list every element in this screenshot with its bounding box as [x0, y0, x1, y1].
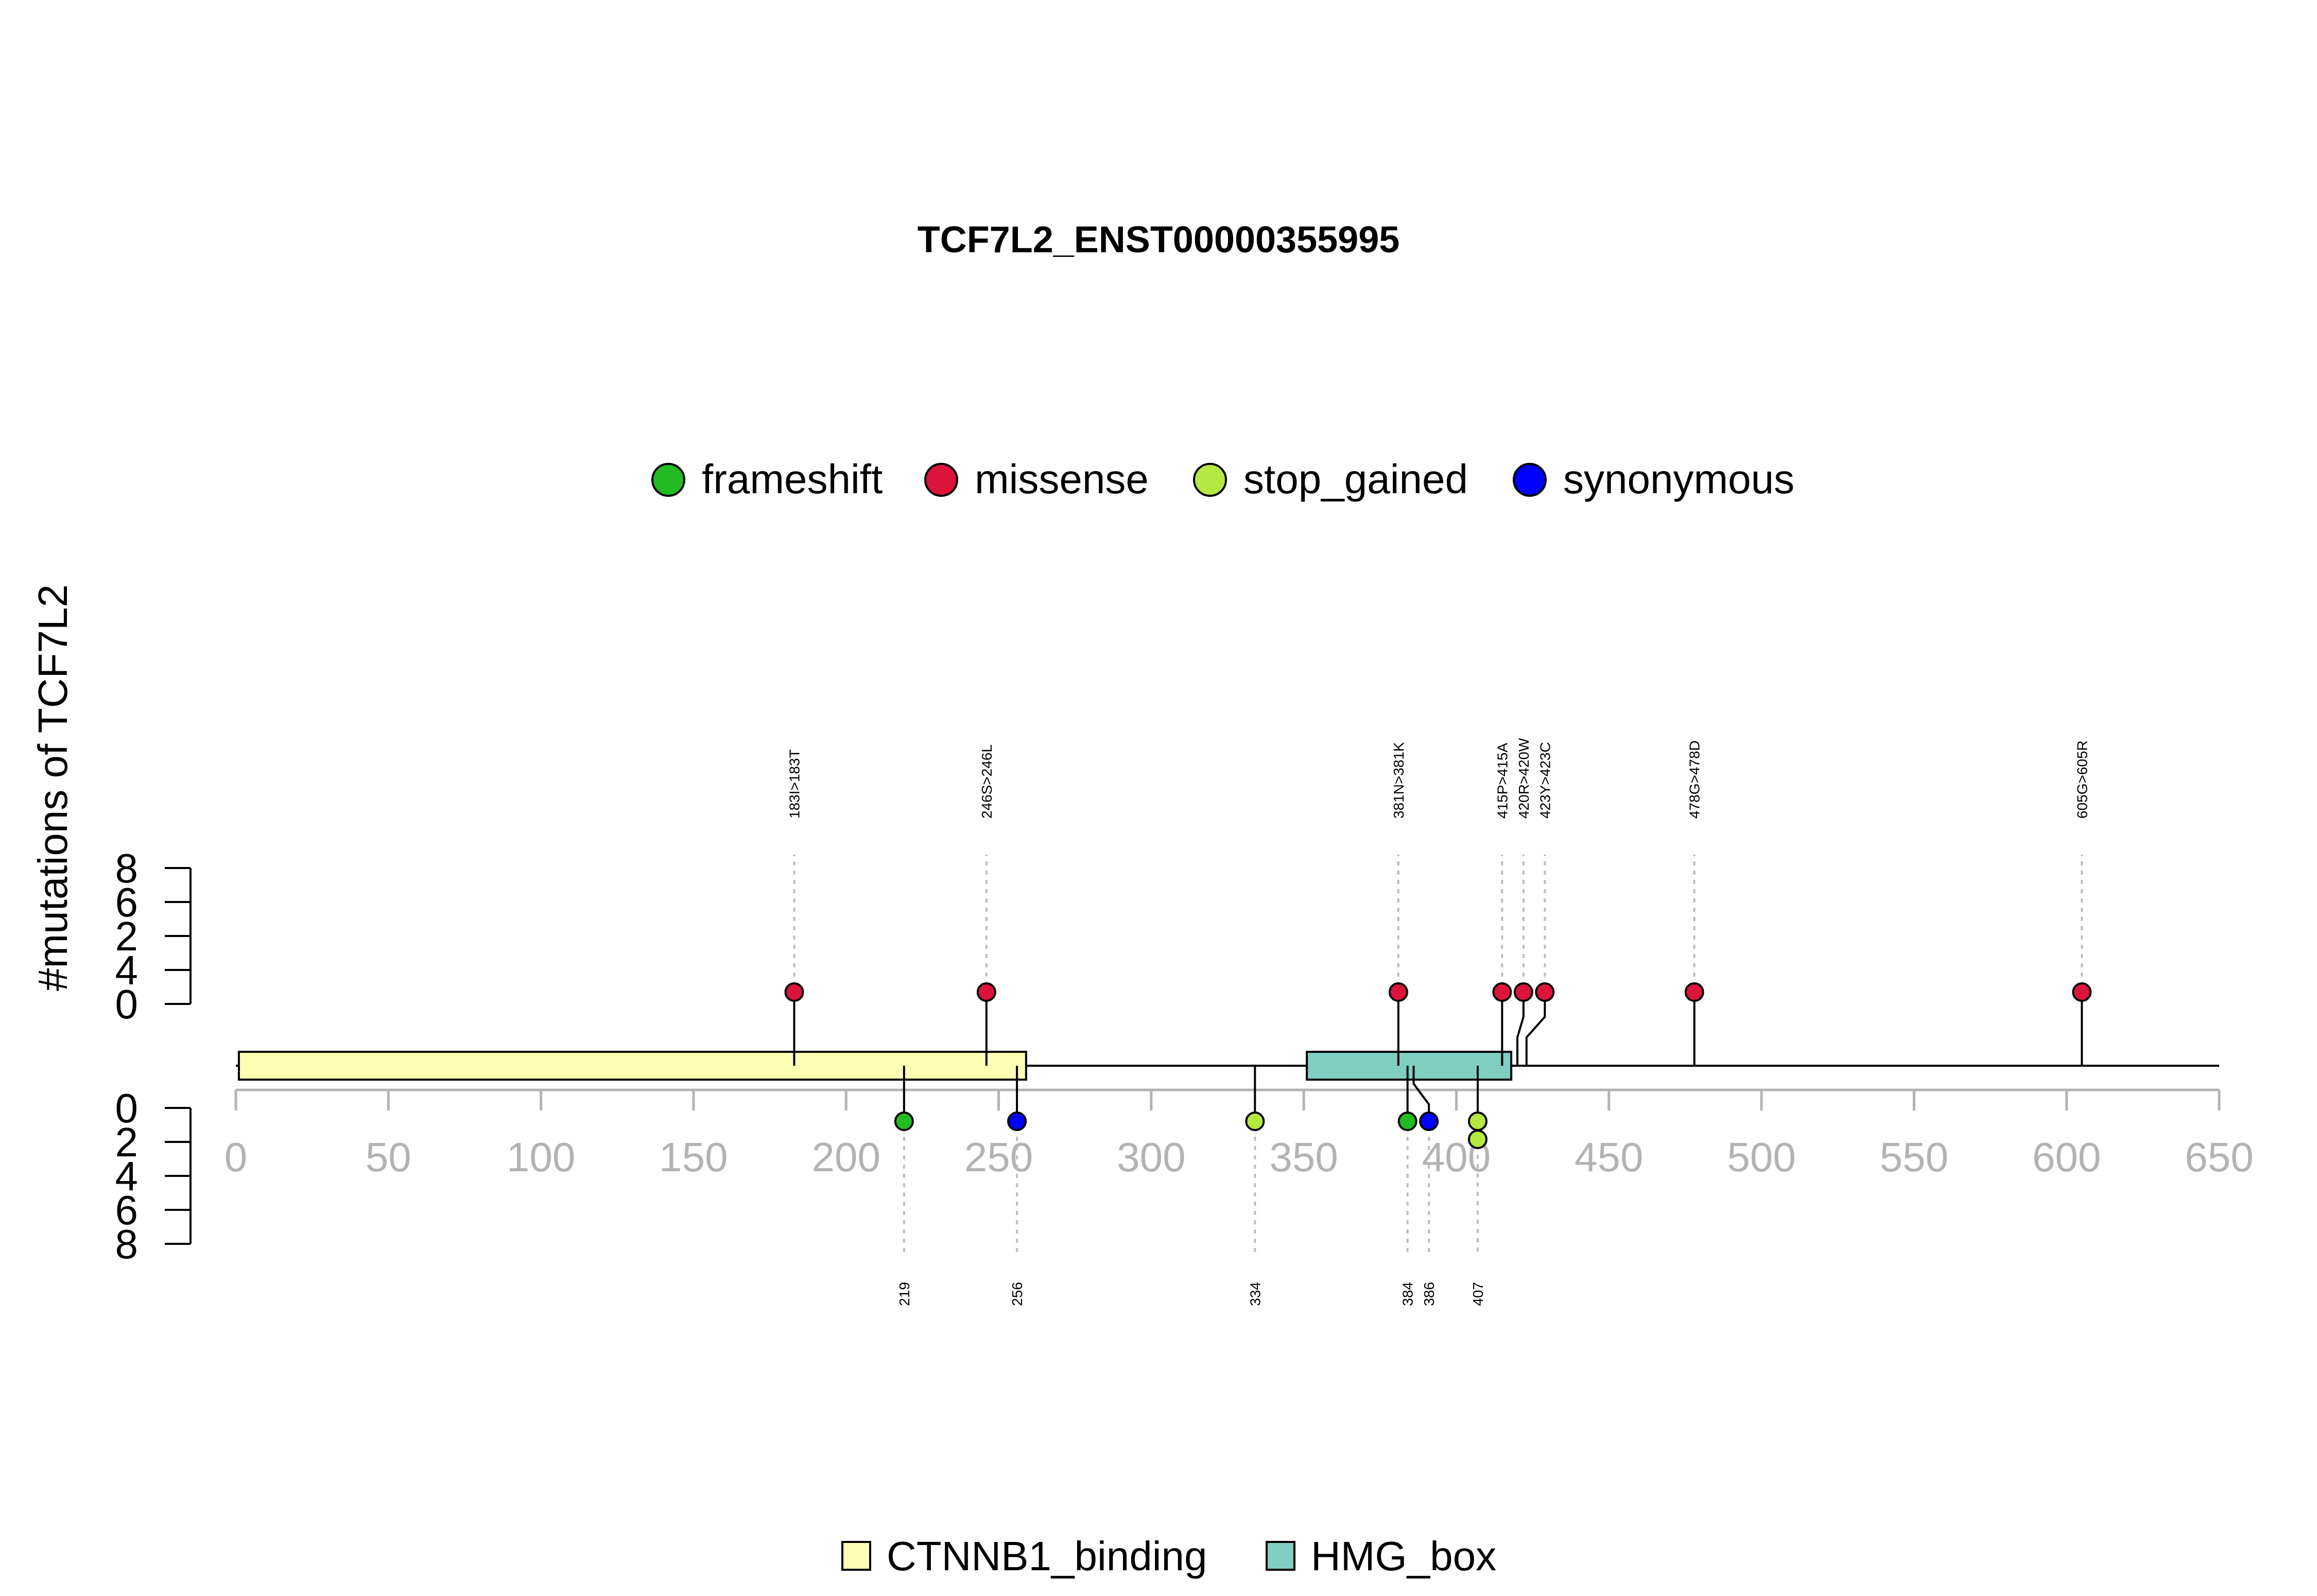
legend-label-missense: missense — [975, 456, 1149, 502]
legend-label-stop_gained: stop_gained — [1243, 456, 1468, 502]
upper-y-tick-label: 2 — [115, 913, 139, 959]
mutation-point-synonymous — [1007, 1112, 1027, 1131]
mutation-position-label: 386 — [1421, 1282, 1437, 1306]
mutation-point-missense — [1388, 982, 1408, 1002]
lower-y-tick-label: 4 — [115, 1153, 139, 1199]
x-tick-label: 600 — [2032, 1134, 2101, 1180]
legend-marker-synonymous — [1513, 463, 1547, 497]
chart-title: TCF7L2_ENST00000355995 — [918, 219, 1400, 261]
upper-y-tick-label: 8 — [115, 845, 139, 891]
x-axis: 0 50 100 150 200 250 300 350 400 450 500 550 600 650 — [224, 1088, 2254, 1180]
domain-legend-label-CTNNB1_binding: CTNNB1_binding — [887, 1533, 1207, 1579]
x-tick-label: 250 — [964, 1134, 1033, 1180]
domain-legend: CTNNB1_binding HMG_box — [841, 1533, 1496, 1579]
x-tick-label: 300 — [1117, 1134, 1185, 1180]
x-tick-label: 450 — [1575, 1134, 1643, 1180]
domain-CTNNB1_binding — [237, 1051, 1027, 1081]
lower-y-tick-label: 2 — [115, 1119, 139, 1165]
mutation-point-missense — [1492, 982, 1512, 1002]
x-tick-label: 200 — [811, 1134, 880, 1180]
mutation-label: 478G>478D — [1687, 740, 1703, 819]
legend-marker-missense — [924, 463, 958, 497]
mutation-label: 423Y>423C — [1537, 742, 1553, 819]
x-tick-label: 50 — [366, 1134, 411, 1180]
legend-label-synonymous: synonymous — [1563, 456, 1794, 502]
upper-y-tick-label: 0 — [115, 981, 139, 1027]
mutation-stem — [1516, 992, 1525, 1066]
mutation-points — [784, 982, 2092, 1149]
upper-y-tick-label: 6 — [115, 879, 139, 925]
mutation-point-frameshift — [894, 1112, 914, 1131]
mutation-label: 381N>381K — [1391, 742, 1407, 819]
mutation-point-missense — [1684, 982, 1704, 1002]
mutation-type-legend: frameshift missense stop_gained synonymous — [651, 456, 1794, 502]
x-tick-label: 100 — [507, 1134, 575, 1180]
mutation-point-frameshift — [1397, 1112, 1417, 1131]
mutation-point-missense — [1513, 982, 1533, 1002]
domain-legend-label-HMG_box: HMG_box — [1311, 1533, 1496, 1579]
lower-y-tick-label: 8 — [115, 1221, 139, 1267]
mutation-point-stop_gained — [1467, 1112, 1488, 1131]
mutation-label: 420R>420W — [1516, 738, 1532, 819]
mutation-point-stop_gained — [1467, 1130, 1488, 1149]
mutation-label: 605G>605R — [2074, 740, 2090, 819]
mutation-point-synonymous — [1419, 1112, 1439, 1131]
mutation-label: 415P>415A — [1494, 743, 1510, 819]
mutation-point-missense — [2072, 982, 2092, 1002]
lower-y-tick-label: 6 — [115, 1187, 139, 1233]
lower-y-tick-label: 0 — [115, 1085, 139, 1131]
mutation-position-label: 219 — [896, 1282, 912, 1306]
legend-marker-stop_gained — [1193, 463, 1227, 497]
mutation-labels: 183I>183T 246S>246L 381N>381K 415P>415A 420R… — [786, 738, 2090, 1306]
x-tick-label: 550 — [1880, 1134, 1948, 1180]
x-tick-label: 0 — [224, 1134, 248, 1180]
x-tick-label: 150 — [659, 1134, 728, 1180]
mutation-label: 246S>246L — [979, 744, 995, 819]
domain-legend-swatch-HMG_box — [1266, 1541, 1295, 1571]
mutation-stem — [1525, 992, 1546, 1066]
domain-legend-swatch-CTNNB1_binding — [841, 1541, 871, 1571]
protein-backbone — [236, 1051, 2219, 1081]
x-tick-label: 650 — [2185, 1134, 2253, 1180]
legend-label-frameshift: frameshift — [702, 456, 883, 502]
mutation-point-missense — [784, 982, 804, 1002]
mutation-position-label: 384 — [1400, 1282, 1416, 1306]
mutation-label: 183I>183T — [786, 749, 802, 819]
mutation-point-stop_gained — [1245, 1112, 1265, 1131]
mutation-point-missense — [1535, 982, 1555, 1002]
domain-HMG_box — [1306, 1051, 1513, 1081]
x-tick-label: 350 — [1269, 1134, 1338, 1180]
y-axis-label: #mutations of TCF7L2 — [30, 584, 76, 991]
upper-y-tick-label: 4 — [115, 947, 139, 993]
mutation-point-missense — [976, 982, 996, 1002]
x-tick-label: 500 — [1727, 1134, 1795, 1180]
mutation-position-label: 334 — [1247, 1282, 1263, 1306]
mutation-position-label: 256 — [1009, 1282, 1025, 1306]
legend-marker-frameshift — [651, 463, 685, 497]
mutation-position-label: 407 — [1470, 1282, 1486, 1306]
